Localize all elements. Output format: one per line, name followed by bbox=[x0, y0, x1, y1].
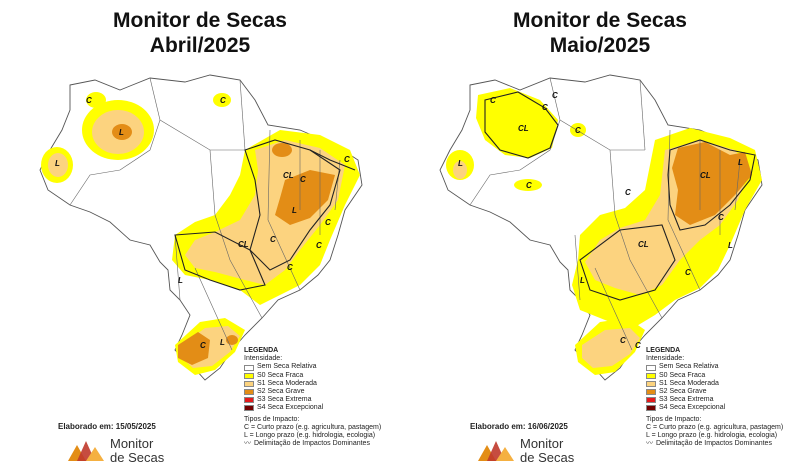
impact-label: CL bbox=[518, 124, 529, 133]
impact-delimitation-lines bbox=[174, 139, 356, 291]
impact-label: C bbox=[620, 336, 626, 345]
impact-label: L bbox=[220, 338, 225, 347]
map-panel-may: Monitor de Secas Maio/2025 bbox=[400, 0, 800, 476]
legend-impact-c: C = Curto prazo (e.g. agricultura, pasta… bbox=[244, 423, 382, 431]
impact-label: C bbox=[287, 263, 293, 272]
impact-label: C bbox=[625, 188, 631, 197]
map-title-line1: Monitor de Secas bbox=[513, 9, 687, 32]
impact-label: C bbox=[220, 96, 226, 105]
impact-label: L bbox=[728, 241, 733, 250]
impact-label: CL bbox=[638, 240, 649, 249]
map-legend: LEGENDA Intensidade: Sem Seca Relativa S… bbox=[244, 347, 381, 448]
impact-label: L bbox=[738, 158, 743, 167]
map-legend: LEGENDA Intensidade: Sem Seca Relativa S… bbox=[646, 347, 783, 448]
drought-map-may: C C C CL C L C C CL L C CL L C L C C bbox=[439, 74, 763, 381]
drought-s2-south-small bbox=[226, 335, 238, 345]
impact-label: C bbox=[200, 341, 206, 350]
impact-label: C bbox=[542, 103, 548, 112]
logo-text-line1: Monitor bbox=[520, 436, 564, 451]
legend-title: LEGENDA bbox=[646, 347, 681, 354]
impact-label: C bbox=[718, 213, 724, 222]
legend-item: S0 Seca Fraca bbox=[646, 372, 783, 380]
impact-label: CL bbox=[283, 171, 294, 180]
legend-impact-title: Tipos de Impacto: bbox=[244, 415, 300, 423]
legend-title: LEGENDA bbox=[244, 347, 279, 354]
legend-impact-line: 〰 Delimitação de Impactos Dominantes bbox=[244, 440, 370, 448]
impact-label: C bbox=[270, 235, 276, 244]
impact-label: C bbox=[300, 175, 306, 184]
drought-s0-north-small bbox=[86, 92, 106, 108]
legend-item: Sem Seca Relativa bbox=[646, 363, 783, 371]
logo-text-line1: Monitor bbox=[110, 436, 154, 451]
legend-item: Sem Seca Relativa bbox=[244, 363, 381, 371]
impact-label: L bbox=[55, 159, 60, 168]
legend-item: S0 Seca Fraca bbox=[244, 372, 381, 380]
drought-s1-west bbox=[453, 161, 467, 179]
impact-label: C bbox=[325, 218, 331, 227]
drought-s1-south bbox=[582, 328, 640, 368]
map-title-line2: Maio/2025 bbox=[549, 34, 651, 57]
impact-label: C bbox=[490, 96, 496, 105]
impact-label: L bbox=[458, 159, 463, 168]
monitor-de-secas-logo: Monitor de Secas bbox=[68, 437, 164, 465]
impact-label: C bbox=[575, 126, 581, 135]
map-panel-april: Monitor de Secas Abril/2025 bbox=[39, 9, 381, 465]
impact-label: CL bbox=[238, 240, 249, 249]
legend-item: S4 Seca Excepcional bbox=[646, 404, 783, 412]
legend-impact-l: L = Longo prazo (e.g. hidrologia, ecolog… bbox=[244, 431, 376, 439]
drought-s0-small bbox=[514, 179, 542, 191]
drought-s1-west bbox=[48, 153, 68, 177]
logo-text-line2: de Secas bbox=[110, 450, 165, 465]
map-title-line2: Abril/2025 bbox=[149, 34, 251, 57]
drought-s2-small bbox=[272, 143, 292, 157]
drought-s2-north bbox=[112, 124, 132, 140]
drought-s2-south bbox=[178, 332, 210, 365]
logo-text-line2: de Secas bbox=[520, 450, 575, 465]
map-title-line1: Monitor de Secas bbox=[113, 9, 287, 32]
legend-item: S1 Seca Moderada bbox=[646, 380, 783, 388]
legend-item: S4 Seca Excepcional bbox=[244, 404, 381, 412]
legend-impact-title: Tipos de Impacto: bbox=[646, 415, 702, 423]
legend-item: S1 Seca Moderada bbox=[244, 380, 381, 388]
logo-mark-icon bbox=[68, 441, 104, 461]
impact-label: L bbox=[178, 276, 183, 285]
legend-impact-c: C = Curto prazo (e.g. agricultura, pasta… bbox=[646, 423, 784, 431]
impact-label: C bbox=[635, 341, 641, 350]
impact-label: C bbox=[344, 155, 350, 164]
drought-s0-north bbox=[476, 88, 558, 158]
legend-intensity-title: Intensidade: bbox=[646, 355, 685, 363]
impact-label: C bbox=[552, 91, 558, 100]
drought-s2-northeast bbox=[672, 142, 752, 225]
impact-label: L bbox=[580, 276, 585, 285]
impact-label: CL bbox=[700, 171, 711, 180]
impact-label: C bbox=[685, 268, 691, 277]
state-borders bbox=[69, 77, 341, 351]
logo-mark-icon bbox=[478, 441, 514, 461]
impact-label: L bbox=[119, 128, 124, 137]
drought-s0-amapa bbox=[213, 93, 231, 107]
impact-delimitation-lines bbox=[484, 91, 756, 301]
elaborated-date: Elaborado em: 15/05/2025 bbox=[58, 422, 156, 431]
drought-map-april: C C L L CL L C C CL C C C L C L C bbox=[39, 74, 363, 381]
elaborated-date: Elaborado em: 16/06/2025 bbox=[470, 422, 568, 431]
impact-label: L bbox=[292, 206, 297, 215]
legend-intensity-title: Intensidade: bbox=[244, 355, 283, 363]
legend-item: S2 Seca Grave bbox=[244, 388, 381, 396]
legend-impact-line: 〰 Delimitação de Impactos Dominantes bbox=[646, 440, 772, 448]
legend-item: S3 Seca Extrema bbox=[244, 396, 381, 404]
impact-label: C bbox=[526, 181, 532, 190]
impact-label: C bbox=[316, 241, 322, 250]
monitor-de-secas-logo: Monitor de Secas bbox=[478, 437, 574, 465]
impact-label: C bbox=[86, 96, 92, 105]
legend-item: S3 Seca Extrema bbox=[646, 396, 783, 404]
legend-item: S2 Seca Grave bbox=[646, 388, 783, 396]
legend-impact-l: L = Longo prazo (e.g. hidrologia, ecolog… bbox=[646, 431, 778, 439]
